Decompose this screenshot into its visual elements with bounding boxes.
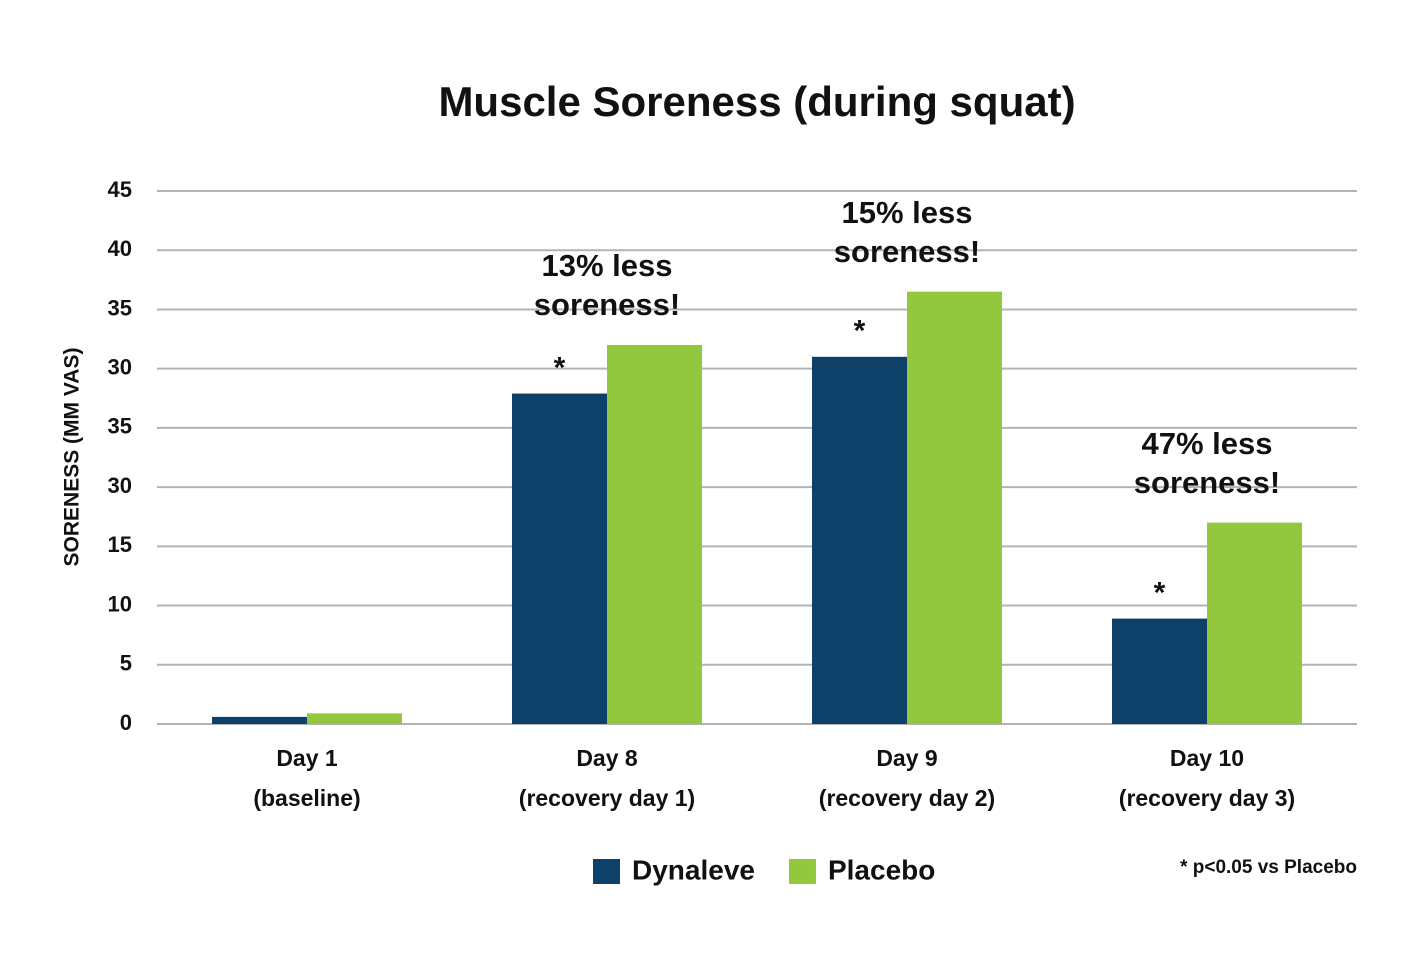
bar xyxy=(607,344,702,724)
annotation: soreness! xyxy=(834,234,980,269)
y-tick-label: 30 xyxy=(108,473,132,498)
significance-marker: * xyxy=(854,315,866,348)
legend-swatch xyxy=(593,859,620,884)
annotation: soreness! xyxy=(1134,465,1280,500)
annotation: 15% less xyxy=(842,195,973,230)
y-tick-label: 40 xyxy=(108,236,132,261)
annotation: 13% less xyxy=(542,248,673,283)
x-tick-label: Day 10 xyxy=(1170,745,1244,771)
annotation: 47% less xyxy=(1142,426,1273,461)
chart-title: Muscle Soreness (during squat) xyxy=(438,78,1075,125)
x-tick-label: (recovery day 2) xyxy=(819,785,995,811)
y-tick-label: 10 xyxy=(108,591,132,616)
x-tick-label: (baseline) xyxy=(253,785,360,811)
y-axis-label: SORENESS (MM VAS) xyxy=(61,348,84,567)
bar xyxy=(212,716,307,724)
bar xyxy=(1112,618,1207,724)
bar xyxy=(812,356,907,724)
y-tick-label: 35 xyxy=(108,414,132,439)
y-tick-label: 5 xyxy=(120,651,132,676)
legend-swatch xyxy=(788,859,816,884)
bar xyxy=(512,393,607,724)
x-tick-label: (recovery day 3) xyxy=(1119,785,1295,811)
x-tick-label: Day 9 xyxy=(876,745,937,771)
x-tick-label: (recovery day 1) xyxy=(519,785,695,811)
footnote: * p<0.05 vs Placebo xyxy=(1180,857,1357,878)
y-tick-label: 30 xyxy=(108,354,132,379)
bar xyxy=(1207,522,1302,724)
legend-label: Dynaleve xyxy=(632,854,755,885)
bar xyxy=(307,713,402,724)
significance-marker: * xyxy=(554,351,566,384)
y-tick-label: 45 xyxy=(108,177,132,202)
y-tick-label: 35 xyxy=(108,295,132,320)
significance-marker: * xyxy=(1154,577,1166,610)
x-tick-label: Day 8 xyxy=(576,745,638,771)
bar xyxy=(907,291,1002,724)
y-tick-label: 0 xyxy=(120,710,132,735)
y-tick-label: 15 xyxy=(108,532,132,557)
x-tick-label: Day 1 xyxy=(276,745,338,771)
legend-label: Placebo xyxy=(828,854,935,885)
annotation: soreness! xyxy=(534,287,680,322)
